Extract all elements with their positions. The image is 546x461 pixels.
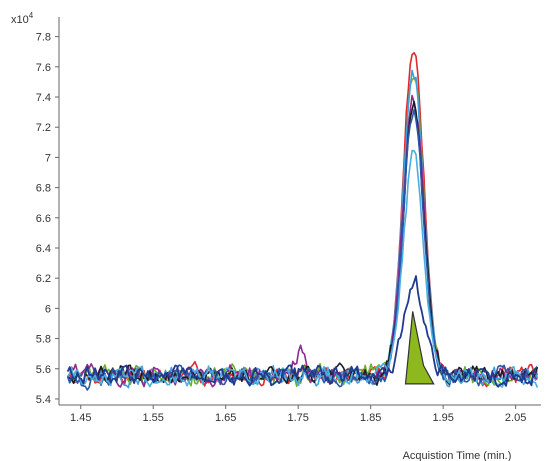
axes [58, 17, 541, 406]
x-tick-label: 1.65 [215, 412, 236, 424]
y-tick-label: 5.4 [36, 394, 51, 406]
y-tick-label: 5.8 [36, 334, 51, 346]
y-tick-label: 6.6 [36, 213, 51, 225]
highlight-layer [66, 275, 539, 388]
y-tick-label: 7.6 [36, 62, 51, 74]
x-tick-label: 1.85 [360, 412, 381, 424]
y-tick-label: 6.2 [36, 273, 51, 285]
series-line [67, 77, 539, 387]
x-tick-label: 2.05 [505, 412, 526, 424]
y-tick-label: 7.8 [36, 32, 51, 44]
y-tick-label: 7 [45, 152, 51, 164]
series-line [66, 108, 538, 391]
y-multiplier-exponent: 4 [29, 11, 34, 20]
x-ticks: 1.45 1.55 1.65 1.75 1.85 1.95 2.05 [70, 405, 526, 424]
y-tick-label: 6.4 [36, 243, 51, 255]
x-tick-label: 1.95 [432, 412, 453, 424]
y-tick-label: 7.4 [36, 92, 51, 104]
y-tick-label: 7.2 [36, 122, 51, 134]
series-line [67, 52, 538, 388]
x-axis-label: Acquistion Time (min.) [403, 450, 512, 461]
x-tick-label: 1.55 [143, 412, 164, 424]
x-tick-label: 1.75 [287, 412, 308, 424]
series-line [67, 100, 539, 386]
y-tick-label: 5.6 [36, 364, 51, 376]
series-line [67, 94, 538, 388]
series-layer [66, 52, 539, 391]
integrated-peak-area [404, 311, 435, 385]
y-multiplier-base: x10 [11, 14, 29, 26]
highlight-series-line [66, 275, 539, 388]
y-ticks: 5.4 5.6 5.8 6 6.2 6.4 6.6 6.8 7 7.2 7.4 7.6 7.8 [36, 32, 59, 406]
series-line [67, 149, 539, 388]
y-axis-multiplier: x104 [11, 11, 34, 26]
y-tick-label: 6.8 [36, 183, 51, 195]
y-tick-label: 6 [45, 303, 51, 315]
x-tick-label: 1.45 [70, 412, 91, 424]
series-line [66, 69, 539, 389]
